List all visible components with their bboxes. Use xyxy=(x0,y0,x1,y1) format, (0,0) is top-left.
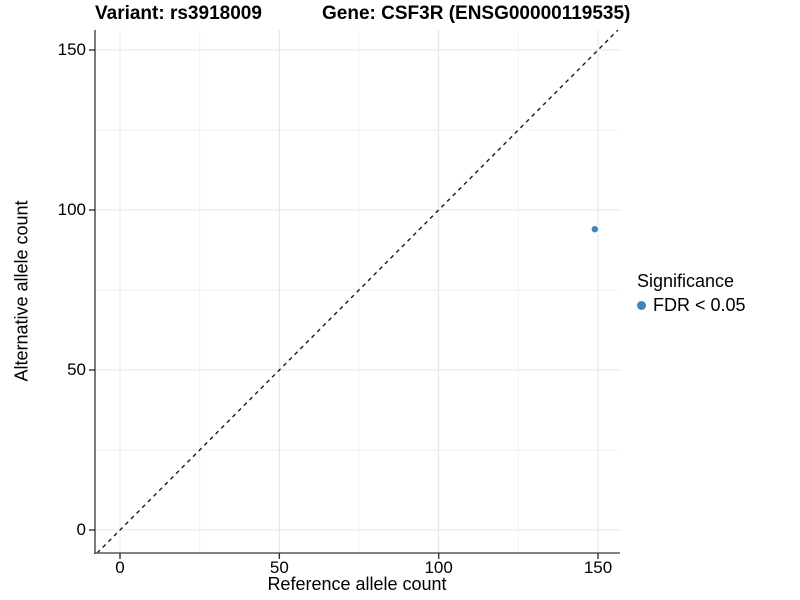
x-tick-label: 100 xyxy=(424,558,453,577)
y-tick-label: 50 xyxy=(67,360,86,379)
legend: Significance FDR < 0.05 xyxy=(637,271,746,316)
plot-title-variant: Variant: rs3918009 xyxy=(95,3,262,24)
legend-item: FDR < 0.05 xyxy=(637,295,746,316)
x-tick-label: 150 xyxy=(583,558,613,577)
legend-point-icon xyxy=(637,301,646,310)
legend-item-label: FDR < 0.05 xyxy=(653,295,746,315)
y-tick-label: 0 xyxy=(76,520,86,539)
x-tick-label: 0 xyxy=(115,558,125,577)
identity-dashed-line xyxy=(96,29,619,554)
y-axis-label: Alternative allele count xyxy=(11,200,32,382)
data-point xyxy=(591,226,599,233)
plot-title-gene: Gene: CSF3R (ENSG00000119535) xyxy=(322,3,631,24)
legend-title: Significance xyxy=(637,271,735,291)
y-tick-label: 150 xyxy=(57,40,86,59)
x-axis-label: Reference allele count xyxy=(267,574,447,594)
y-tick-label: 100 xyxy=(57,200,86,219)
x-tick-label: 50 xyxy=(269,558,289,577)
